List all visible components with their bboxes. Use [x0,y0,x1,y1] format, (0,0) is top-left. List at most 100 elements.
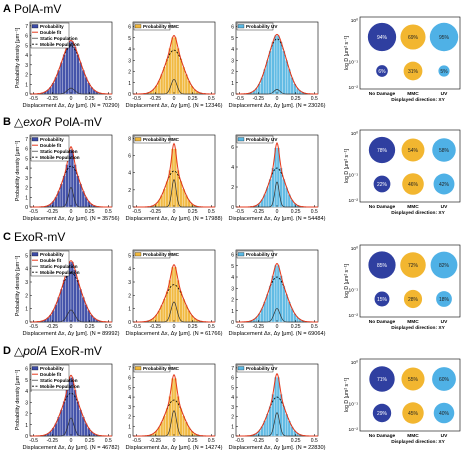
legend-label: Probability MMC [143,24,180,29]
bubble-percent-label: 78% [377,148,388,154]
bubble-y-tick-label: 10⁻² [349,198,359,204]
x-tick-label: -0.5 [132,438,141,444]
sample-count: (N = 61766) [191,331,222,337]
y-tick-label: 0 [128,320,131,326]
x-axis-label: Displacement Δx, Δy [μm]. (N = 35756) [23,216,120,222]
legend-label: Probability MMC [143,252,180,257]
bubble-y-tick-label: 10⁻² [349,427,359,433]
y-tick-label: 0 [128,205,131,211]
sample-count: (N = 89992) [88,331,119,337]
y-tick-label: 3 [128,405,131,411]
legend-swatch-probability [32,25,38,29]
x-tick-label: -0.25 [150,96,162,102]
y-tick-label: 5 [25,253,28,259]
y-axis-label: Probability density [μm⁻¹] [15,369,21,430]
bubble-percent-label: 82% [439,263,450,269]
sample-count: (N = 17988) [191,216,222,222]
y-tick-label: 6 [25,367,28,373]
bubble-percent-label: 42% [439,182,450,188]
legend-label: Static Population [40,149,78,154]
legend: Probability MMC [134,251,180,258]
x-tick-label: 0 [173,96,176,102]
x-tick-label: 0.5 [311,324,318,330]
bubble-y-tick-label: 10⁻¹ [349,173,359,179]
y-tick-label: 7 [128,366,131,372]
y-tick-label: 0 [128,92,131,98]
x-tick-label: -0.5 [235,96,244,102]
y-tick-label: 6 [128,376,131,382]
legend-label: Probability UV [246,252,278,257]
y-tick-label: 0 [231,320,234,326]
y-tick-label: 6 [231,376,234,382]
bubble-y-tick-label: 10⁰ [351,360,358,366]
y-tick-label: 2 [231,298,234,304]
sample-count: (N = 69064) [294,331,325,337]
bubble-percent-label: 45% [408,411,419,417]
legend-swatch-probability [135,253,141,257]
histogram-bar [179,59,182,94]
bubble-percent-label: 15% [377,297,388,303]
legend-swatch-probability [32,253,38,257]
bubble-category-label: UV [441,91,448,97]
x-tick-label: -0.25 [253,96,265,102]
y-tick-label: 2 [25,186,28,192]
panel-letter-C: C [3,231,11,243]
bubble-percent-label: 31% [408,69,419,75]
bubble: 95% [430,23,458,51]
x-label-text: Displacement Δx, Δy [μm]. [23,216,89,222]
bubble-y-tick-label: 10⁰ [351,131,358,137]
x-label-text: Displacement Δx, Δy [μm]. [126,216,192,222]
panel-title-C: ExoR-mV [14,230,65,244]
y-tick-label: 3 [25,280,28,286]
y-tick-label: 2 [231,185,234,191]
legend: Probability MMC [134,23,180,30]
x-tick-label: 0.5 [208,209,215,215]
bubble: 55% [401,367,424,390]
x-tick-label: 0 [173,209,176,215]
x-label-text: Displacement Δx, Δy [μm]. [126,445,192,451]
panel-title-A: PolA-mV [14,2,61,16]
x-label-text: Displacement Δx, Δy [μm]. [229,103,295,109]
x-tick-label: -0.25 [253,438,265,444]
y-tick-label: 4 [128,171,131,177]
bubble-percent-label: 58% [439,148,450,154]
legend-label: Probability UV [246,366,278,371]
bubble-y-axis-label: log D [μm² s⁻¹] [344,377,350,412]
bubble-footer: Displayed direction: XY [391,210,445,216]
x-tick-label: -0.25 [47,438,59,444]
x-tick-label: 0 [276,324,279,330]
bubble-percent-label: 54% [408,148,419,154]
histogram-bar [60,289,63,322]
x-tick-label: -0.25 [47,324,59,330]
y-tick-label: 3 [25,63,28,69]
legend-label: Probability [40,366,64,371]
x-tick-label: 0.25 [291,96,301,102]
x-tick-label: 0 [70,324,73,330]
y-tick-label: 4 [231,47,234,53]
bubble: 54% [402,139,425,162]
legend-swatch-probability [135,138,141,142]
x-axis-label: Displacement Δx, Δy [μm]. (N = 22830) [229,445,326,451]
bubble-y-tick-label: 10⁻² [349,313,359,319]
bubble-percent-label: 18% [439,297,450,303]
y-tick-label: 4 [231,165,234,171]
histogram-bar [269,51,272,94]
x-tick-label: 0.5 [105,96,112,102]
y-tick-label: 1 [25,307,28,313]
histogram-bar [63,176,66,207]
y-tick-label: 3 [128,58,131,64]
histogram-bar [171,37,174,94]
histogram-bar [74,47,77,94]
x-tick-label: 0.5 [105,209,112,215]
panel-title-B: △exoR PolA-mV [14,115,102,129]
legend-label: Mobile Population [40,384,80,389]
bubble-category-label: MMC [407,319,419,325]
legend-label: Probability MMC [143,137,180,142]
legend-swatch-probability [238,253,244,257]
